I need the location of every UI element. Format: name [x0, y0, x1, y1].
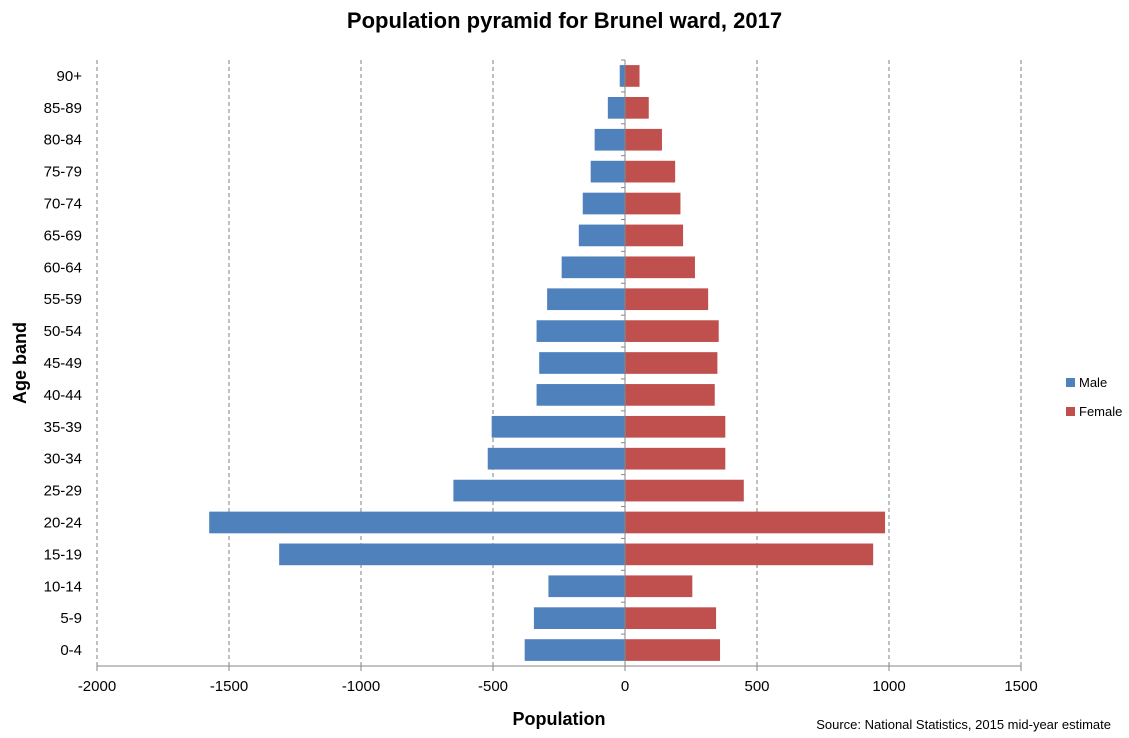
bar-male — [536, 384, 625, 406]
bar-female — [625, 128, 662, 151]
legend-label-male: Male — [1079, 375, 1107, 390]
y-tick-label: 20-24 — [44, 514, 82, 531]
x-tick-label: -1500 — [210, 678, 248, 695]
bar-female — [625, 352, 718, 374]
x-tick-label: 0 — [621, 678, 629, 695]
x-tick-label: -2000 — [78, 678, 116, 695]
bar-female — [625, 96, 649, 119]
x-tick-label: 1500 — [1004, 678, 1037, 695]
bar-male — [619, 65, 625, 87]
y-tick-label: 70-74 — [44, 196, 82, 213]
bar-male — [536, 320, 625, 342]
chart-title: Population pyramid for Brunel ward, 2017 — [346, 8, 783, 33]
y-axis-title: Age band — [10, 322, 30, 404]
bar-male — [594, 128, 625, 151]
bar-male — [491, 415, 625, 438]
y-tick-label: 25-29 — [44, 483, 82, 500]
bar-female — [625, 447, 726, 470]
bar-female — [625, 192, 681, 215]
bar-male — [487, 447, 625, 470]
bar-female — [625, 288, 709, 311]
y-tick-label: 10-14 — [44, 578, 82, 595]
bar-male — [582, 192, 625, 215]
legend-label-female: Female — [1079, 404, 1122, 419]
y-tick-label: 60-64 — [44, 259, 82, 276]
bar-male — [607, 96, 625, 119]
y-tick-label: 35-39 — [44, 419, 82, 436]
bar-male — [453, 479, 625, 502]
bar-male — [547, 288, 625, 311]
bar-female — [625, 415, 726, 438]
y-tick-label: 75-79 — [44, 164, 82, 181]
bar-female — [625, 256, 695, 279]
y-tick-label: 80-84 — [44, 132, 82, 149]
x-tick-label: -500 — [478, 678, 508, 695]
y-tick-label: 45-49 — [44, 355, 82, 372]
bar-male — [561, 256, 625, 279]
x-tick-label: 1000 — [872, 678, 905, 695]
bar-male — [524, 639, 625, 661]
bar-female — [625, 575, 693, 598]
bar-female — [625, 543, 874, 566]
bar-female — [625, 224, 684, 247]
x-tick-label: -1000 — [342, 678, 380, 695]
bar-female — [625, 511, 886, 534]
bar-female — [625, 607, 717, 630]
bar-female — [625, 479, 744, 502]
bar-female — [625, 320, 719, 342]
y-tick-label: 30-34 — [44, 451, 82, 468]
y-tick-label: 15-19 — [44, 546, 82, 563]
y-tick-label: 55-59 — [44, 291, 82, 308]
bar-female — [625, 639, 721, 661]
bar-male — [548, 575, 625, 598]
bar-male — [590, 160, 625, 183]
legend-swatch-male — [1066, 378, 1075, 387]
y-tick-label: 50-54 — [44, 323, 82, 340]
bar-male — [578, 224, 625, 247]
x-axis-title: Population — [513, 709, 606, 729]
source-note: Source: National Statistics, 2015 mid-ye… — [816, 717, 1111, 732]
legend-swatch-female — [1066, 407, 1075, 416]
bar-female — [625, 160, 676, 183]
bar-male — [539, 352, 625, 374]
y-tick-label: 85-89 — [44, 100, 82, 117]
x-tick-label: 500 — [744, 678, 769, 695]
y-tick-label: 0-4 — [60, 642, 82, 659]
y-tick-label: 65-69 — [44, 227, 82, 244]
y-tick-label: 5-9 — [60, 610, 82, 627]
y-tick-label: 90+ — [57, 68, 83, 85]
bar-female — [625, 384, 715, 406]
bar-male — [209, 511, 625, 534]
bar-female — [625, 65, 640, 87]
bar-male — [533, 607, 625, 630]
y-tick-label: 40-44 — [44, 387, 82, 404]
bar-male — [279, 543, 625, 566]
